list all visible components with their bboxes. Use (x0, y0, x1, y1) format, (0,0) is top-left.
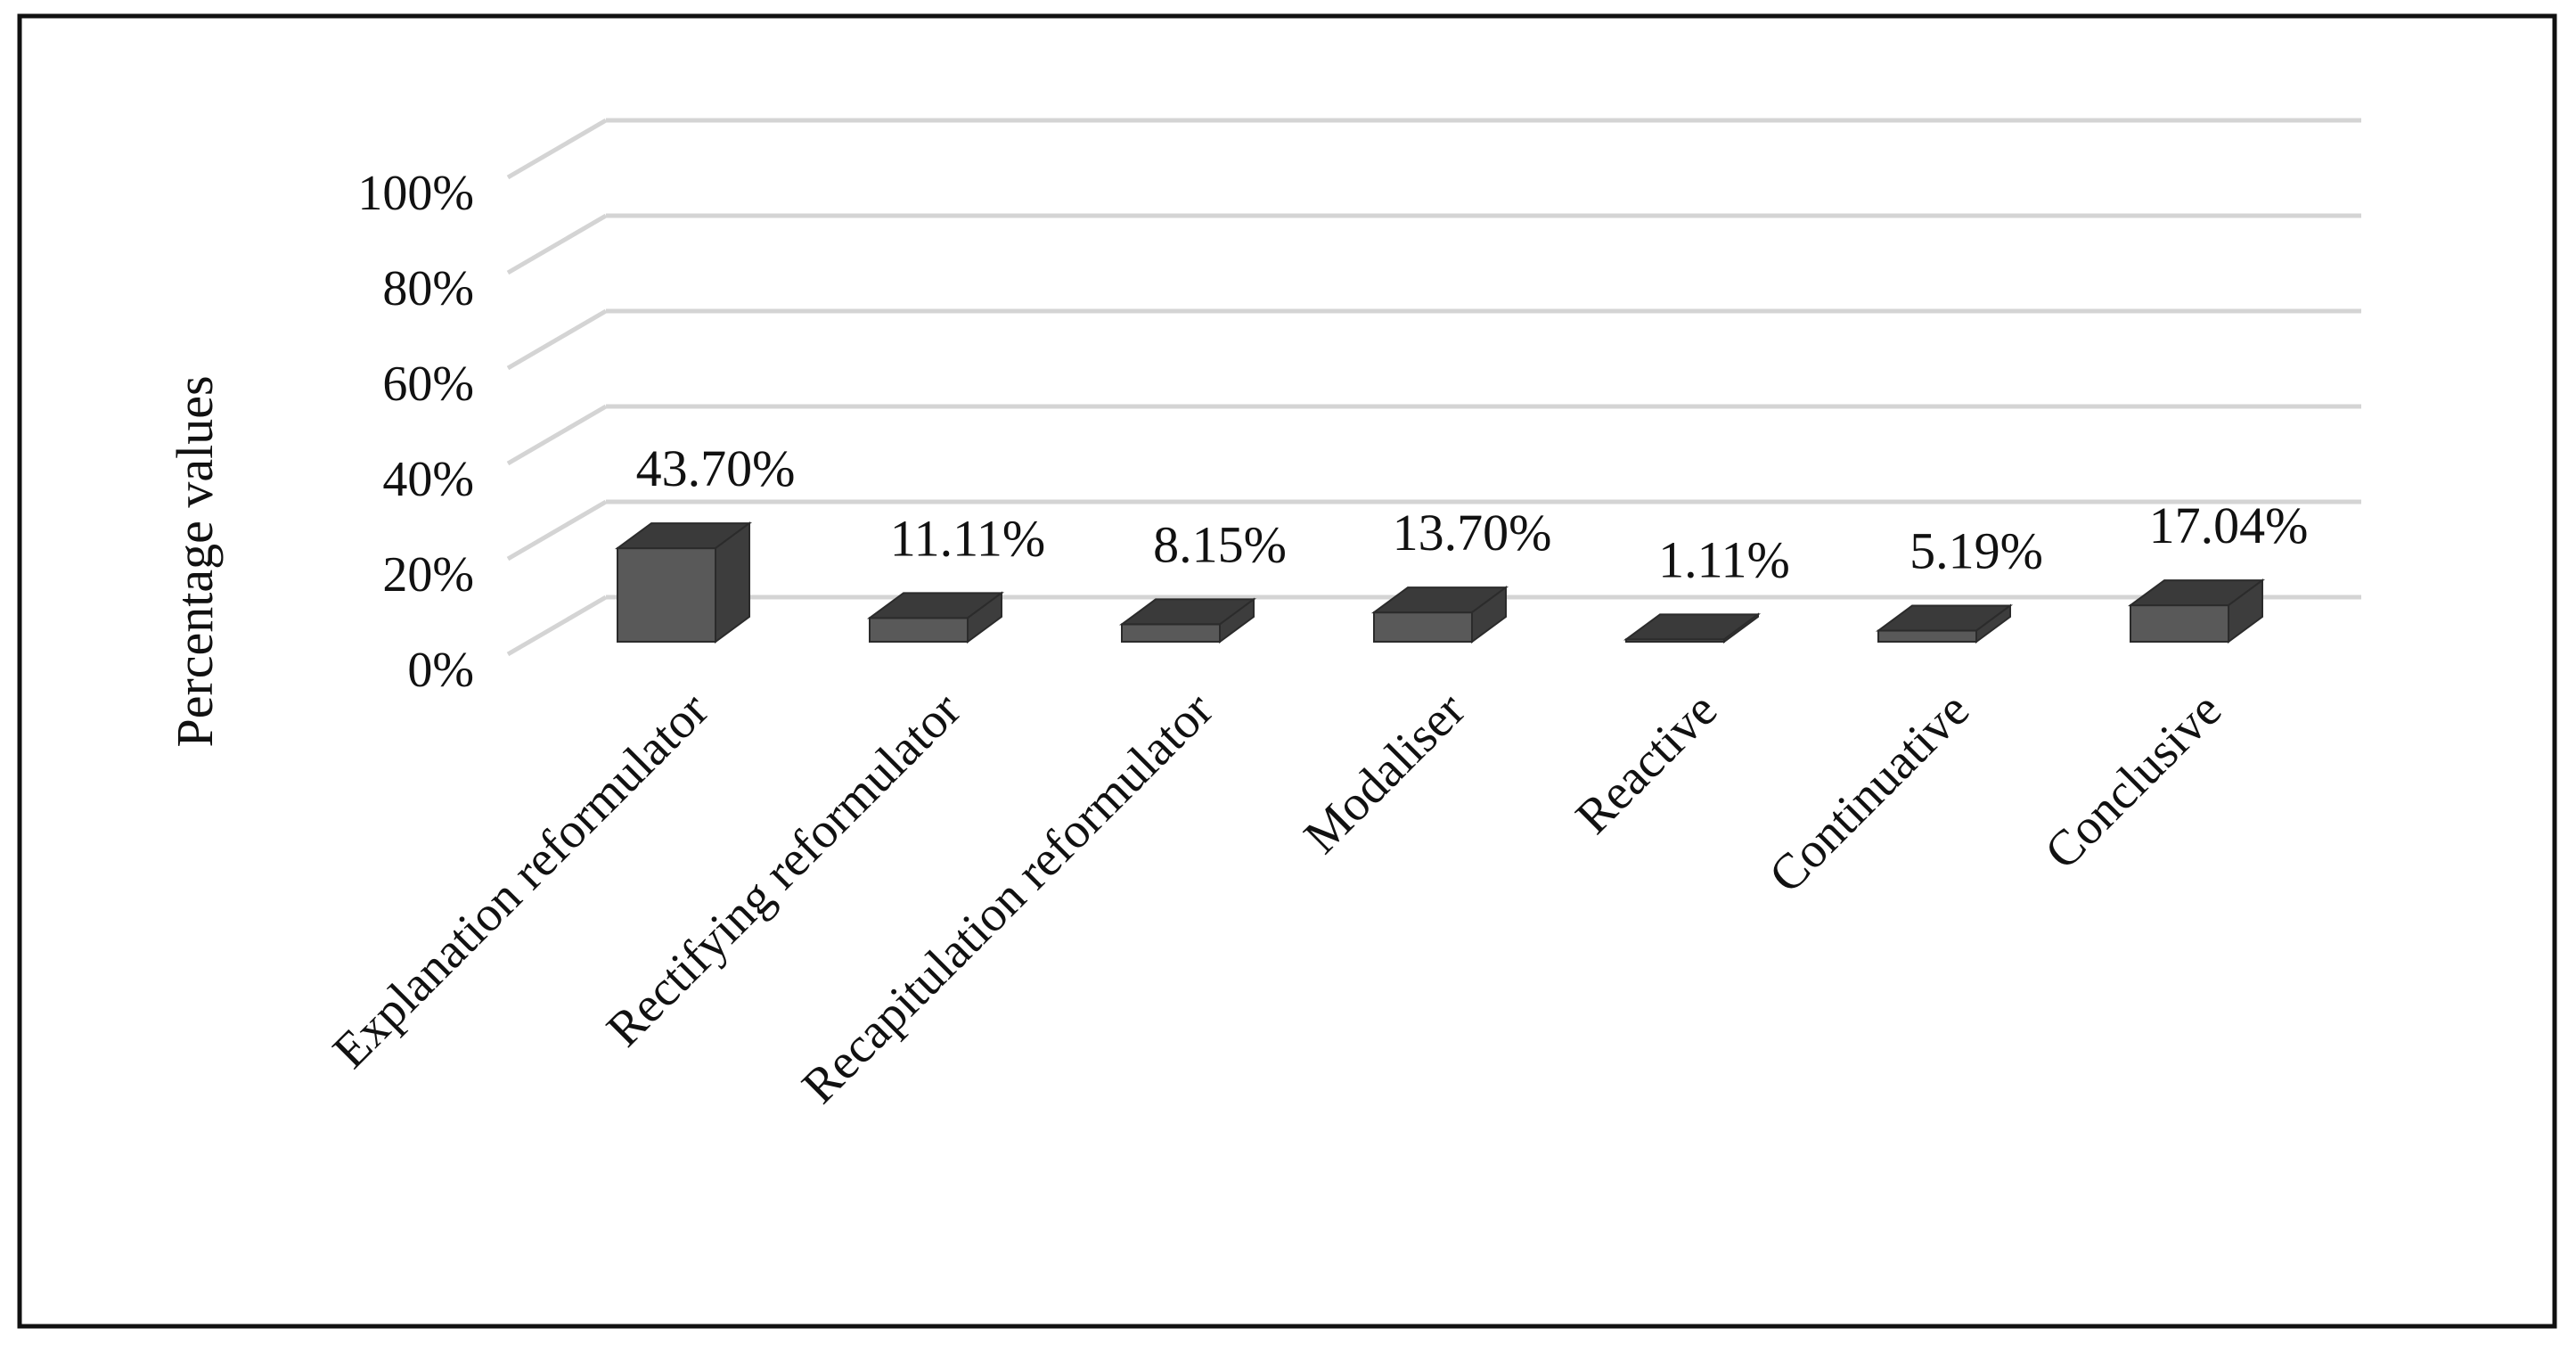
data-label: 43.70% (636, 439, 796, 497)
bar-6 (2127, 578, 2266, 644)
bar-front (869, 617, 969, 643)
data-label: 13.70% (1393, 504, 1552, 562)
bar-5 (1875, 603, 2014, 644)
gridline-side-60 (506, 308, 608, 371)
bar-front (617, 547, 716, 643)
gridline-side-20 (506, 499, 608, 562)
y-tick-label: 40% (382, 452, 474, 507)
bars (614, 521, 2266, 644)
y-tick-label: 100% (357, 166, 474, 221)
data-labels: 43.70% 11.11% 8.15% 13.70% 1.11% 5.19% 17.04% (636, 439, 2309, 588)
chart-frame (17, 13, 2557, 1329)
bar-front (1877, 629, 1977, 644)
data-label: 8.15% (1153, 515, 1287, 573)
gridline-side-40 (506, 404, 608, 466)
y-tick-label: 0% (407, 643, 474, 698)
data-label: 17.04% (2149, 496, 2309, 554)
y-axis-ticks: 0% 20% 40% 60% 80% 100% (357, 166, 474, 698)
bar-front (1373, 611, 1473, 644)
data-label: 11.11% (890, 509, 1046, 567)
bar-side (1471, 586, 1507, 644)
y-tick-label: 80% (382, 261, 474, 316)
bar-0 (614, 521, 753, 644)
bar-side (967, 591, 1002, 644)
bar-side (1723, 612, 1759, 644)
data-label: 1.11% (1658, 530, 1790, 588)
bar-2 (1118, 597, 1257, 644)
bar-4 (1623, 612, 1762, 644)
bar-side (715, 521, 750, 644)
bar-side (1219, 597, 1255, 644)
bar-front (1121, 623, 1221, 643)
gridline-side-80 (506, 213, 608, 275)
bar-side (2228, 578, 2263, 644)
bar-1 (866, 591, 1005, 644)
y-tick-label: 20% (382, 547, 474, 603)
data-label: 5.19% (1910, 522, 2043, 580)
bar-front (2130, 604, 2229, 644)
bar-3 (1370, 586, 1509, 644)
bar-side (1975, 603, 2011, 644)
y-tick-label: 60% (382, 357, 474, 412)
gridline-side-100 (506, 118, 608, 180)
y-axis-label: Percentage values (166, 375, 224, 747)
gridline-side-0 (506, 594, 608, 657)
